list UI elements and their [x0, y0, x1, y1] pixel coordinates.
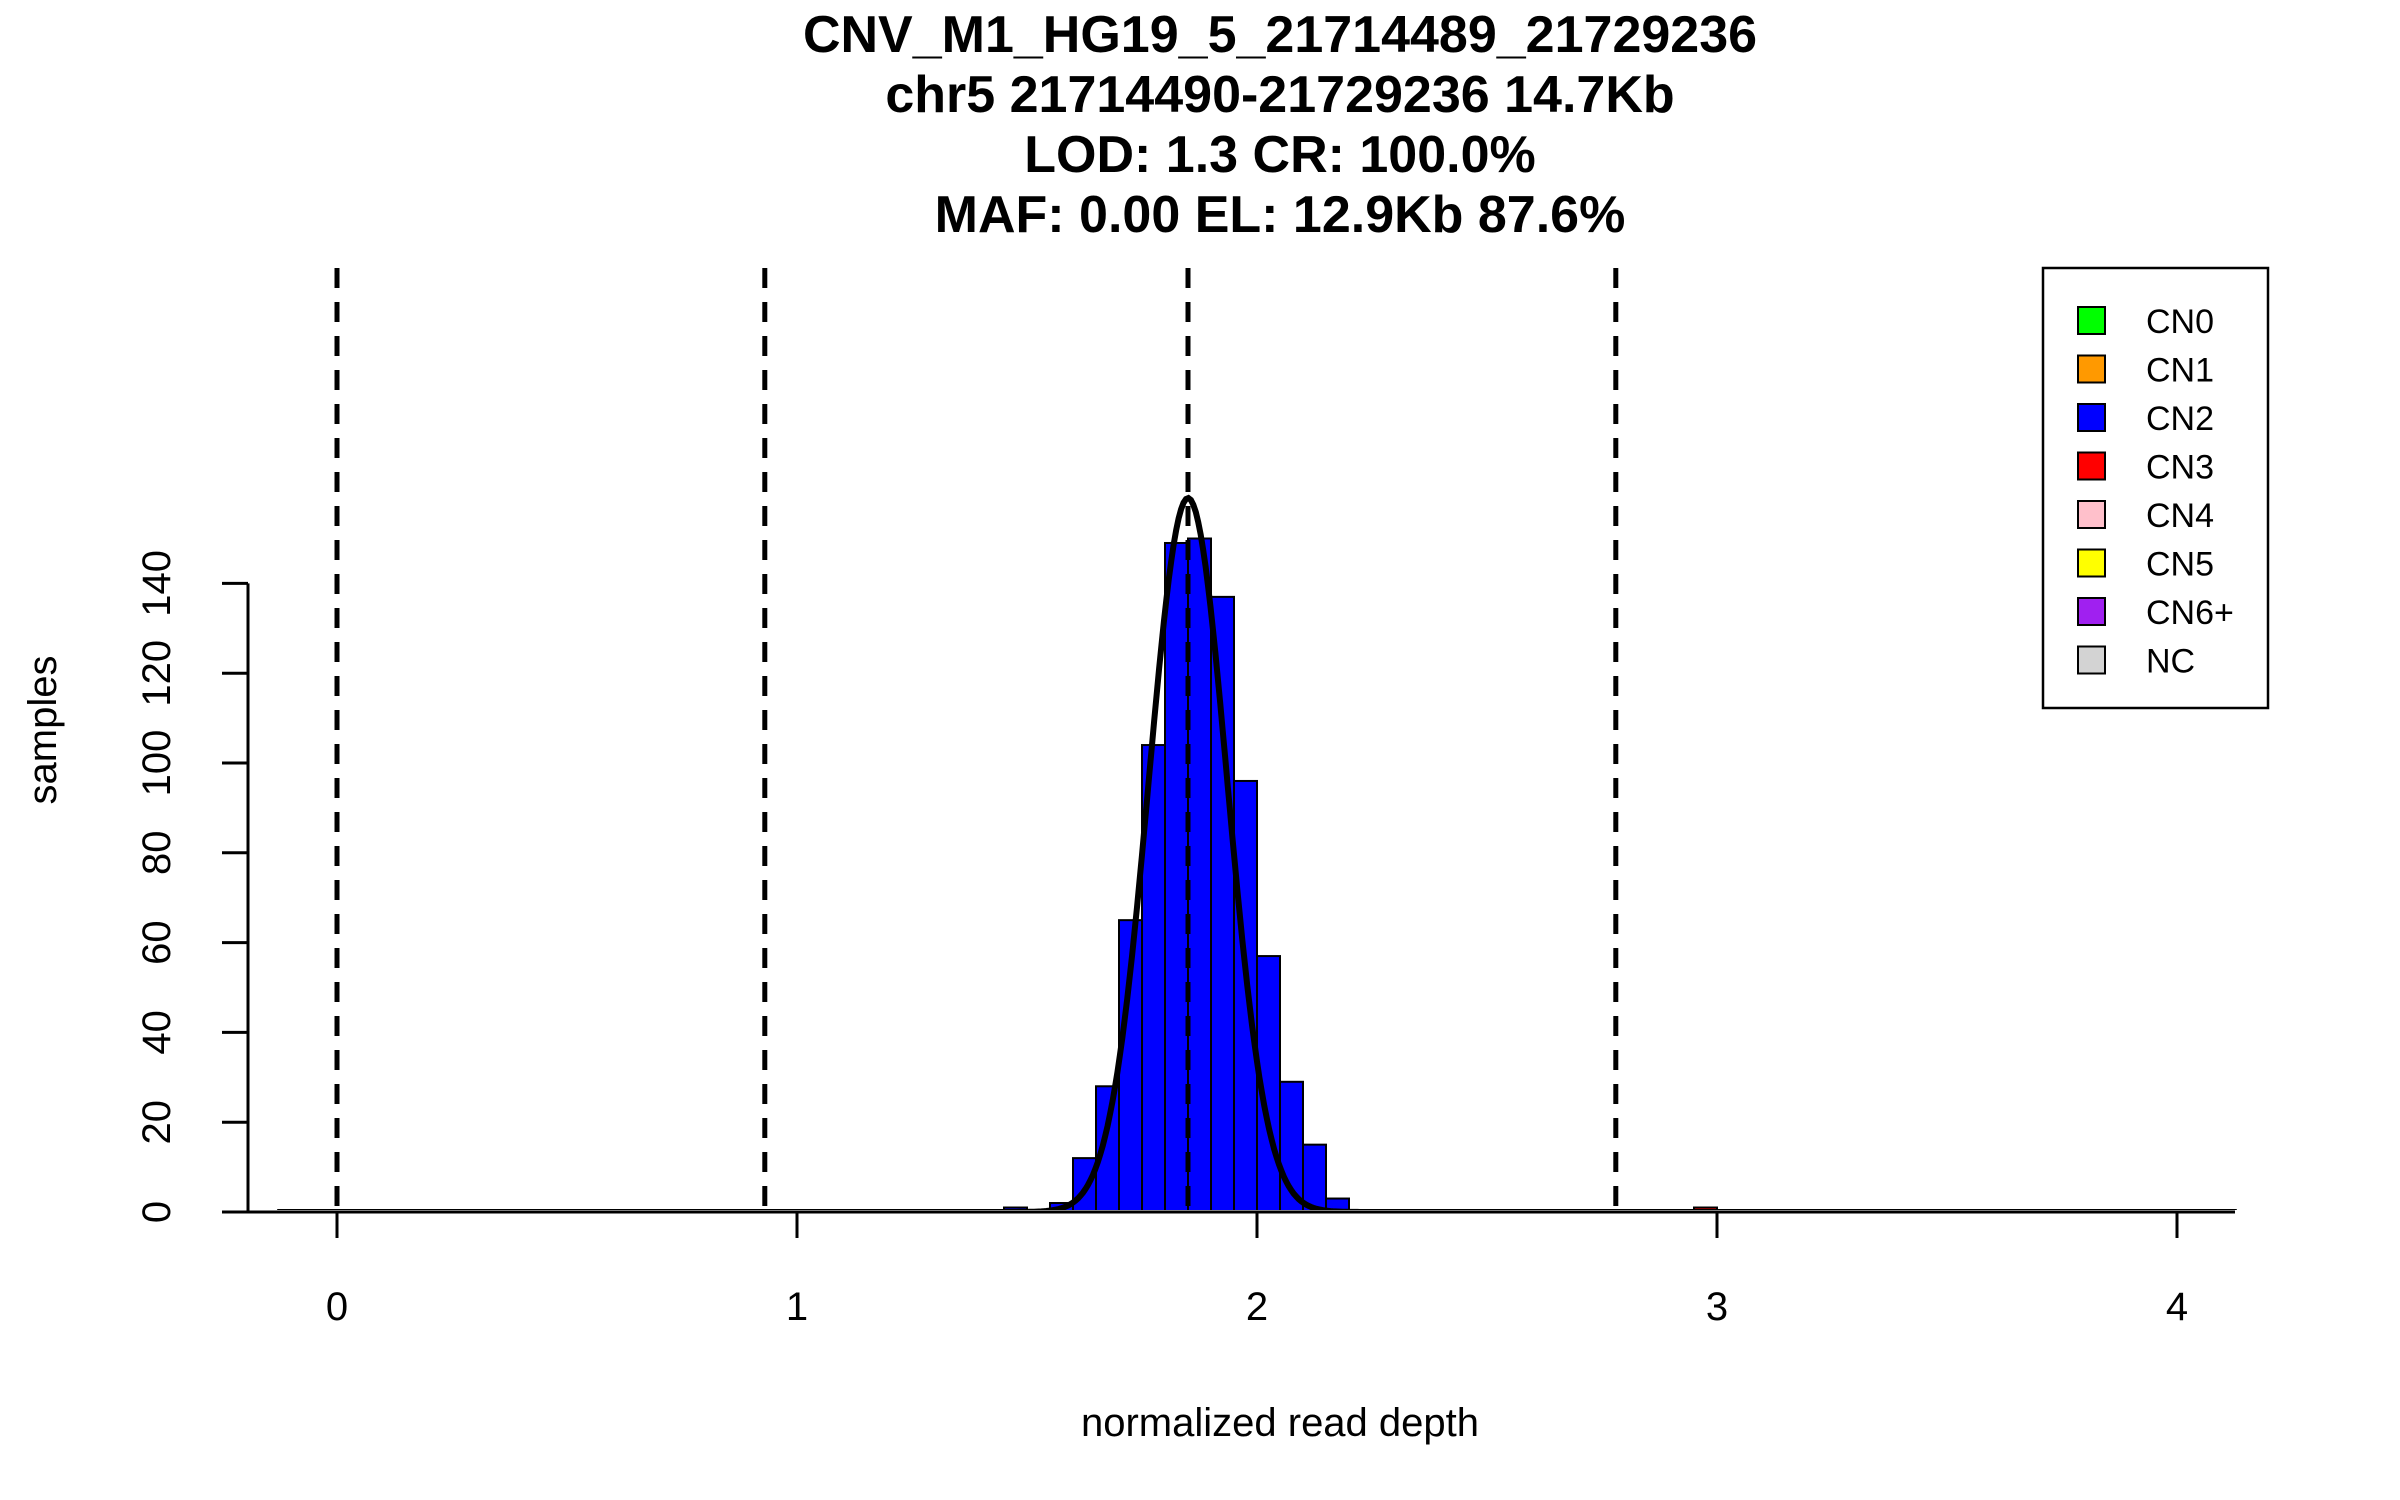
title-line-3: LOD: 1.3 CR: 100.0% — [1024, 126, 1536, 184]
histogram-bar — [1164, 541, 1189, 1210]
histogram-bar — [1210, 595, 1235, 1210]
legend-box — [2041, 266, 2270, 710]
y-tick-label: 20 — [135, 1100, 179, 1145]
threshold-lines — [334, 268, 1619, 1212]
x-tick-label: 4 — [2166, 1285, 2188, 1329]
x-axis-label: normalized read depth — [1081, 1401, 1479, 1445]
chart-title: CNV_M1_HG19_5_21714489_21729236 chr5 217… — [803, 6, 1757, 244]
legend-label: CN0 — [2146, 303, 2214, 341]
legend-swatch — [2077, 597, 2106, 626]
histogram-bar — [1325, 1197, 1350, 1210]
legend-label: CN5 — [2146, 546, 2214, 584]
y-axis-label: samples — [21, 656, 65, 805]
histogram-bar — [1302, 1143, 1327, 1210]
legend-label: CN3 — [2146, 449, 2214, 487]
legend-label: CN6+ — [2146, 594, 2234, 632]
legend-swatch — [2077, 500, 2106, 529]
y-tick-label: 0 — [135, 1201, 179, 1223]
y-tick-label: 140 — [135, 550, 179, 617]
y-tick-label: 40 — [135, 1010, 179, 1055]
legend-label: CN4 — [2146, 497, 2214, 535]
y-tick-label: 100 — [135, 730, 179, 797]
x-tick-label: 3 — [1706, 1285, 1728, 1329]
legend-label: NC — [2146, 643, 2195, 681]
legend-swatch — [2077, 403, 2106, 432]
title-line-4: MAF: 0.00 EL: 12.9Kb 87.6% — [935, 186, 1626, 244]
title-line-1: CNV_M1_HG19_5_21714489_21729236 — [803, 6, 1757, 64]
x-tick-label: 0 — [326, 1285, 348, 1329]
legend: CN0 CN1 CN2 CN3 CN4 CN5 CN6+ NC — [2041, 266, 2270, 710]
density-curve — [277, 494, 2237, 1210]
legend-swatch — [2077, 451, 2106, 481]
legend-swatch — [2077, 645, 2106, 675]
histogram-bar — [1187, 537, 1212, 1210]
legend-label: CN2 — [2146, 400, 2214, 438]
x-tick-label: 1 — [786, 1285, 808, 1329]
histogram-bar — [1233, 779, 1258, 1210]
legend-swatch — [2077, 354, 2106, 384]
legend-swatch — [2077, 548, 2106, 578]
legend-label: CN1 — [2146, 352, 2214, 390]
y-tick-label: 80 — [135, 831, 179, 876]
density-curve-layer — [277, 494, 2237, 1210]
y-tick-label: 120 — [135, 640, 179, 707]
legend-swatch — [2077, 306, 2106, 335]
y-tick-label: 60 — [135, 920, 179, 965]
x-tick-label: 2 — [1246, 1285, 1268, 1329]
title-line-2: chr5 21714490-21729236 14.7Kb — [885, 66, 1674, 124]
